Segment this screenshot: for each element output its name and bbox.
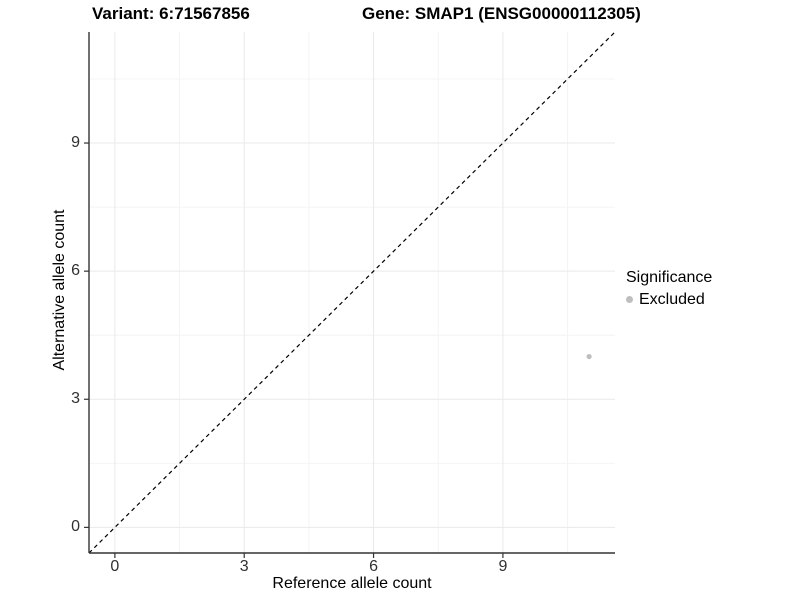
legend-title: Significance <box>626 269 713 286</box>
legend-item-label: Excluded <box>639 291 705 308</box>
x-tick-label: 3 <box>239 558 249 575</box>
x-tick-label: 0 <box>110 558 120 575</box>
y-tick-label: 3 <box>71 390 80 408</box>
y-tick-label: 9 <box>71 134 80 152</box>
y-axis-title: Alternative allele count <box>51 209 68 371</box>
y-tick-label: 6 <box>71 262 80 280</box>
legend: Significance Excluded <box>626 268 712 309</box>
variant-title: Variant: 6:71567856 <box>92 4 250 23</box>
gene-title: Gene: SMAP1 (ENSG00000112305) <box>362 4 641 23</box>
x-axis-title: Reference allele count <box>272 575 432 592</box>
identity-dashed-line <box>88 31 616 554</box>
excluded-point-key-icon <box>626 296 633 303</box>
x-tick-label: 6 <box>369 558 378 575</box>
data-point-excluded <box>586 353 592 360</box>
legend-item-excluded: Excluded <box>626 290 712 309</box>
x-tick-label: 9 <box>498 558 508 575</box>
y-tick-label: 0 <box>71 518 80 536</box>
